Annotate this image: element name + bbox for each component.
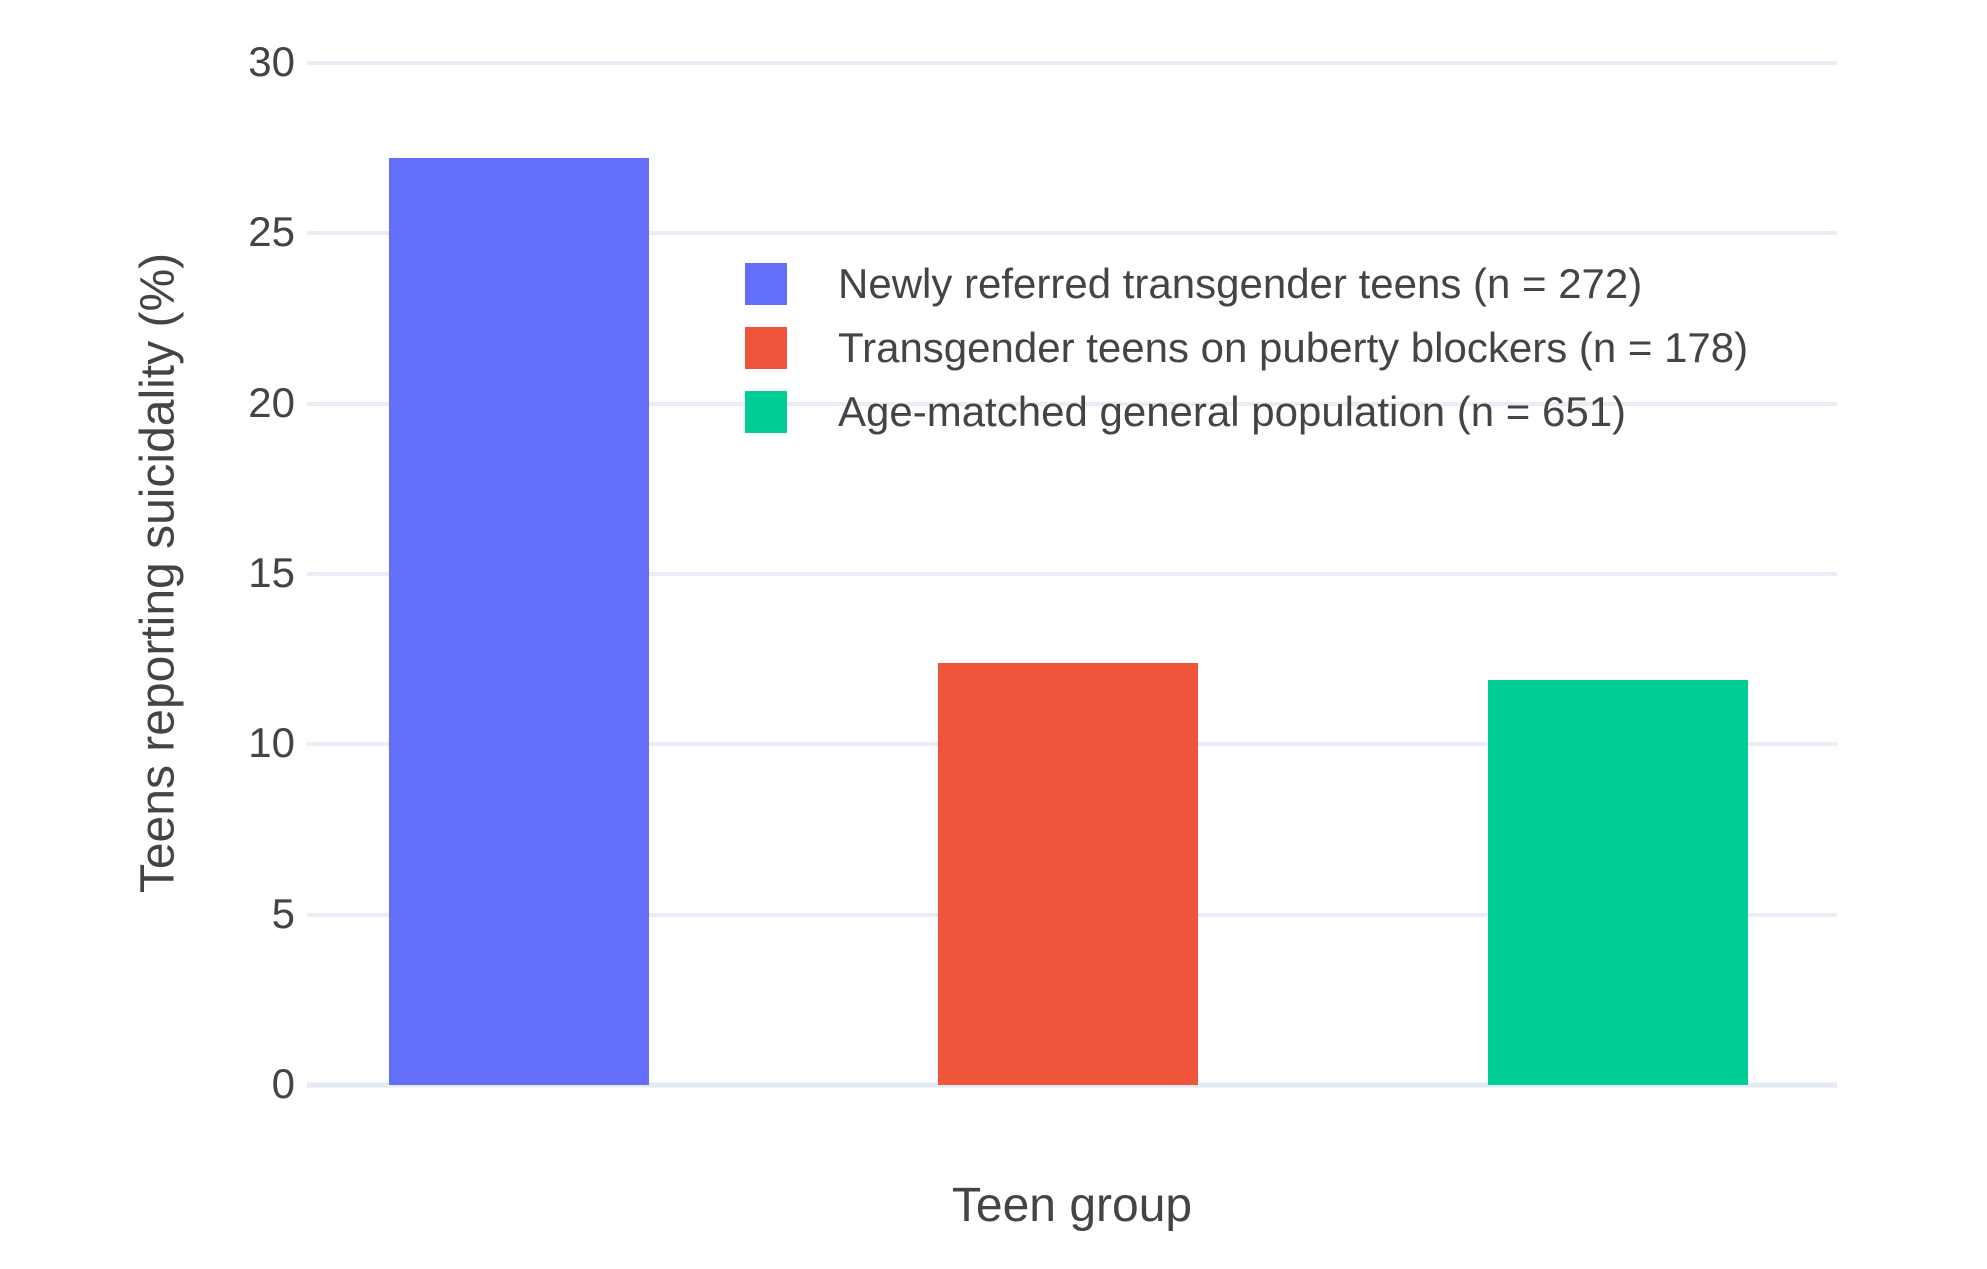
legend-label: Age-matched general population (n = 651) xyxy=(838,388,1627,435)
gridline xyxy=(307,61,1837,65)
legend-item-2[interactable]: Transgender teens on puberty blockers (n… xyxy=(745,316,1748,380)
y-tick-label: 10 xyxy=(248,719,295,767)
gridline xyxy=(307,401,1837,406)
legend-swatch-icon xyxy=(745,391,787,433)
zeroline xyxy=(307,1082,1837,1088)
y-axis-tick-labels: 0 5 10 15 20 25 30 xyxy=(0,38,295,1107)
bar-2[interactable] xyxy=(938,662,1199,1085)
gridline xyxy=(307,231,1837,236)
y-tick-label: 30 xyxy=(248,38,295,86)
y-tick-label: 5 xyxy=(271,889,295,937)
y-tick-label: 25 xyxy=(248,208,295,256)
legend-label: Newly referred transgender teens (n = 27… xyxy=(838,260,1643,307)
legend: Newly referred transgender teens (n = 27… xyxy=(745,252,1748,444)
legend-swatch-icon xyxy=(745,327,787,369)
legend-label: Transgender teens on puberty blockers (n… xyxy=(838,324,1749,371)
gridline xyxy=(307,572,1837,576)
legend-swatch-icon xyxy=(745,263,787,305)
y-tick-label: 20 xyxy=(248,378,295,426)
legend-item-3[interactable]: Age-matched general population (n = 651) xyxy=(745,380,1748,444)
y-tick-label: 15 xyxy=(248,549,295,597)
y-tick-label: 0 xyxy=(271,1060,295,1108)
bar-1[interactable] xyxy=(389,158,650,1085)
legend-item-1[interactable]: Newly referred transgender teens (n = 27… xyxy=(745,252,1748,316)
x-axis-title: Teen group xyxy=(951,1179,1193,1232)
plot-area[interactable] xyxy=(307,61,1837,1088)
bar-3[interactable] xyxy=(1487,679,1748,1085)
